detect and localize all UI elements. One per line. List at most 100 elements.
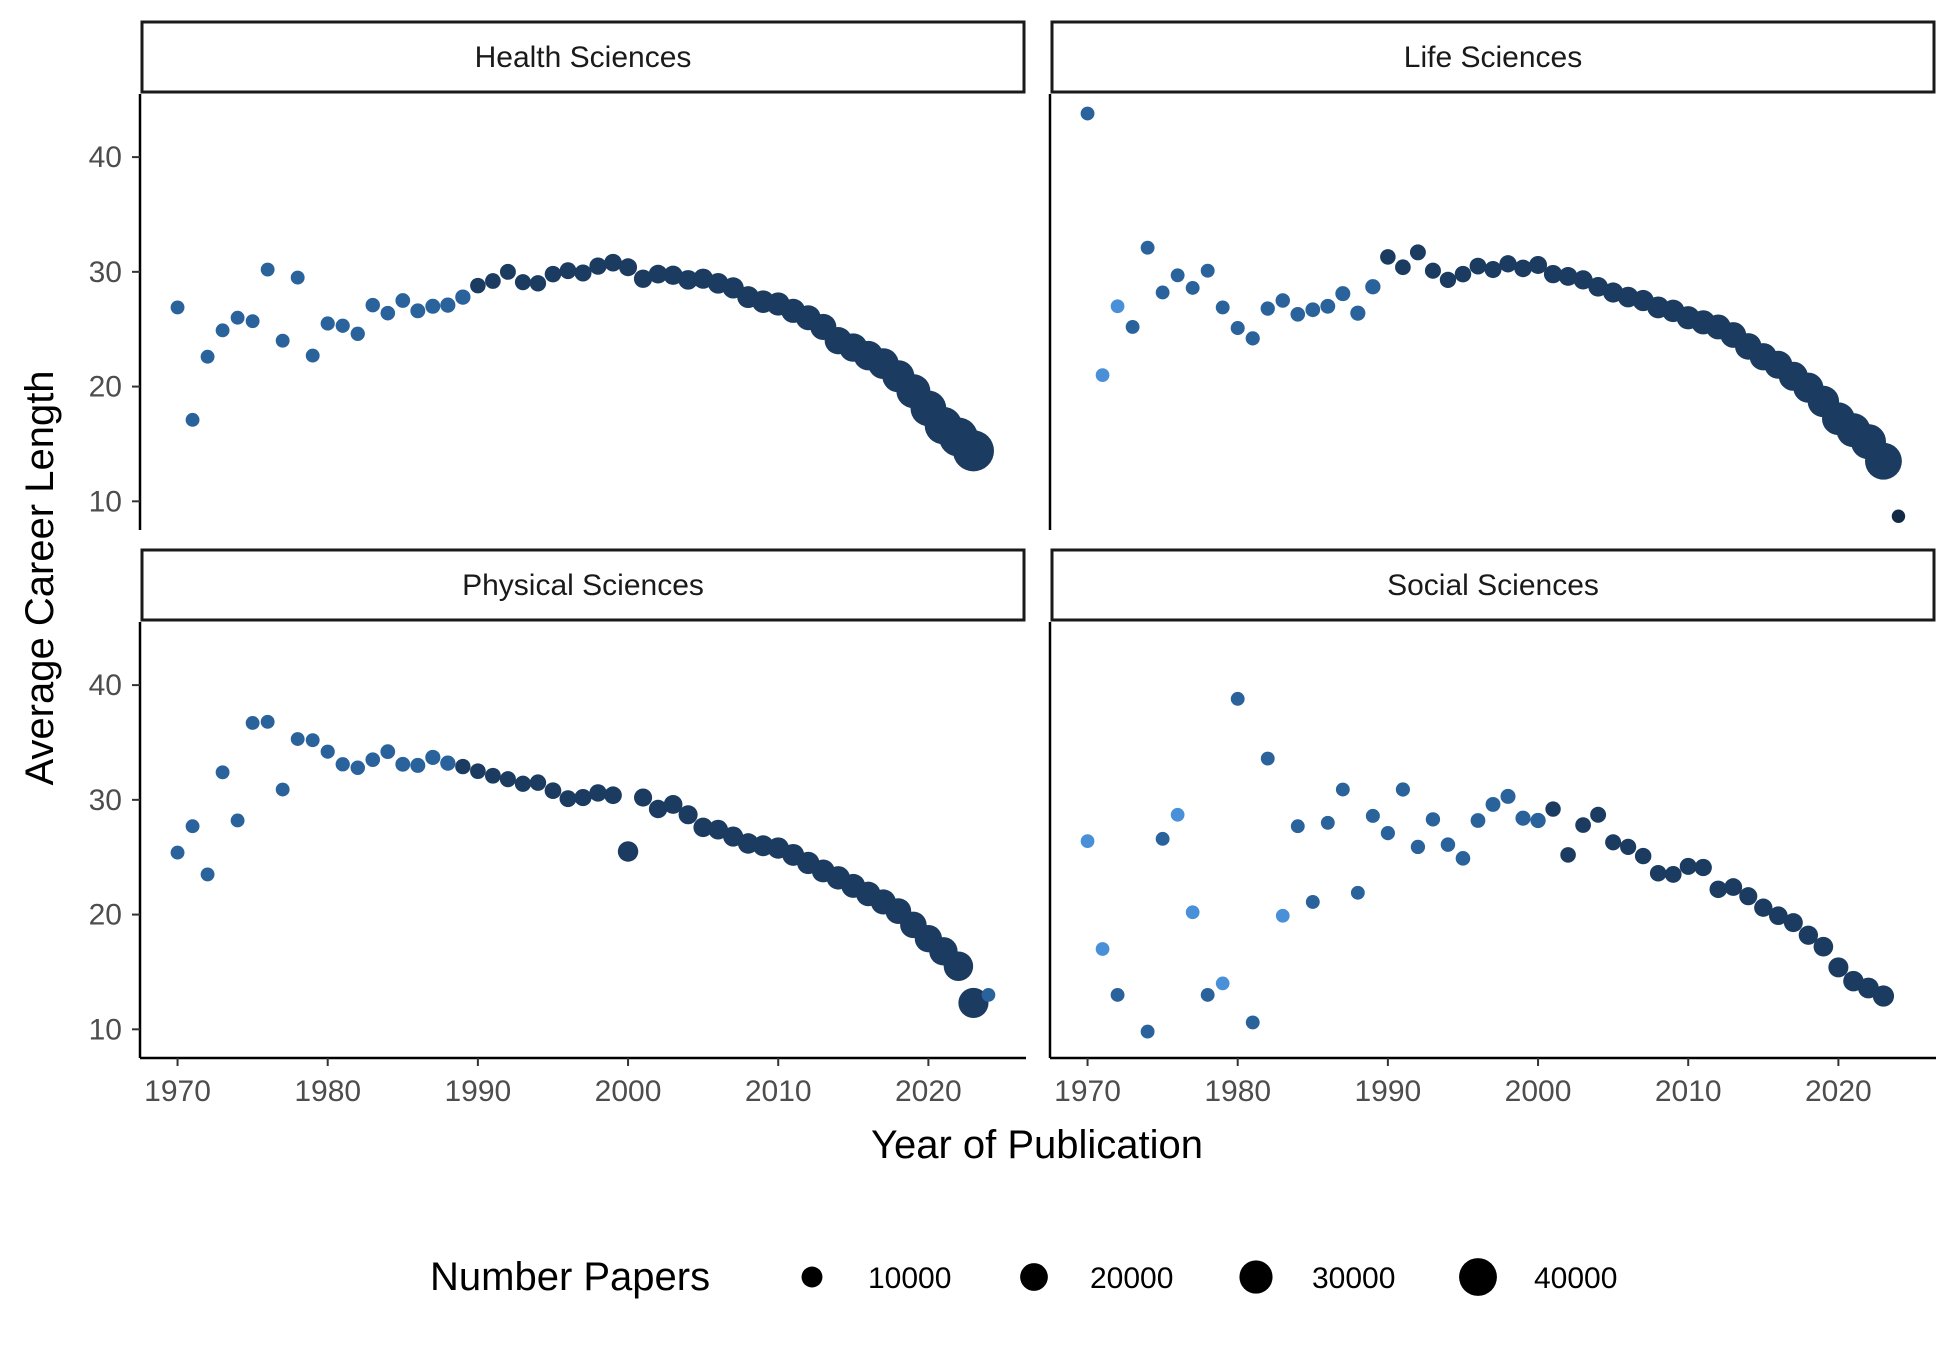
data-point xyxy=(320,316,335,331)
data-point xyxy=(425,749,441,765)
data-point xyxy=(350,760,365,775)
data-point xyxy=(1620,838,1637,855)
data-point xyxy=(1454,265,1472,283)
data-point xyxy=(1664,866,1682,883)
data-point xyxy=(1155,831,1170,846)
data-point xyxy=(395,293,411,308)
data-point xyxy=(708,819,729,840)
data-point xyxy=(230,813,245,828)
y-tick-label: 40 xyxy=(89,669,122,702)
data-point xyxy=(1260,301,1275,316)
data-point xyxy=(1230,321,1245,336)
panel-health-sciences: Health Sciences 10 20 30 40 xyxy=(89,20,1026,530)
data-point xyxy=(1484,261,1502,279)
data-point xyxy=(485,273,501,289)
points-health-sciences xyxy=(170,253,994,472)
data-point xyxy=(1380,249,1396,265)
data-point xyxy=(1605,834,1622,851)
x-tick-label: 1970 xyxy=(144,1075,211,1108)
legend-label-10000: 10000 xyxy=(868,1262,951,1295)
data-point xyxy=(1275,908,1290,923)
data-point xyxy=(952,430,994,472)
data-point xyxy=(1365,279,1381,295)
legend-label-30000: 30000 xyxy=(1312,1262,1395,1295)
data-point xyxy=(1739,887,1758,906)
data-point xyxy=(1380,826,1395,841)
data-point xyxy=(440,755,456,771)
data-point xyxy=(1215,976,1230,991)
data-point xyxy=(1350,305,1366,321)
data-point xyxy=(943,951,974,981)
data-point xyxy=(1783,913,1803,933)
strip-label-social-sciences: Social Sciences xyxy=(1387,569,1599,602)
data-point xyxy=(380,305,396,321)
data-point xyxy=(514,274,531,291)
data-point xyxy=(395,756,411,772)
x-tick-label: 2010 xyxy=(745,1075,812,1108)
data-point xyxy=(1425,812,1441,827)
data-point xyxy=(1590,806,1607,823)
data-point xyxy=(245,716,260,730)
data-point xyxy=(514,775,532,792)
data-point xyxy=(981,988,996,1002)
data-point xyxy=(559,790,577,808)
data-point xyxy=(1529,255,1548,274)
strip-label-health-sciences: Health Sciences xyxy=(475,41,692,74)
data-point xyxy=(1872,985,1895,1007)
data-point xyxy=(1514,259,1532,278)
data-point xyxy=(574,264,592,282)
data-point xyxy=(1813,936,1834,957)
y-tick-label: 20 xyxy=(89,899,122,932)
points-life-sciences xyxy=(1080,106,1906,523)
data-point xyxy=(1335,782,1350,797)
data-point xyxy=(663,265,683,285)
data-point xyxy=(1515,810,1531,826)
points-social-sciences xyxy=(1080,691,1895,1039)
data-point xyxy=(1260,751,1275,766)
data-point xyxy=(1455,851,1471,866)
data-point xyxy=(619,258,638,277)
x-tick-label: 1980 xyxy=(1204,1075,1271,1108)
size-legend: Number Papers 10000 20000 30000 40000 xyxy=(430,1255,1617,1299)
x-tick-label: 1980 xyxy=(294,1075,361,1108)
data-point xyxy=(170,845,185,860)
data-point xyxy=(1440,837,1456,852)
data-point xyxy=(1185,280,1200,295)
data-point xyxy=(290,270,305,285)
data-point xyxy=(1485,796,1501,812)
data-point xyxy=(200,867,215,882)
data-point xyxy=(1110,299,1125,314)
y-tick-label: 10 xyxy=(89,1013,122,1046)
y-tick-label: 40 xyxy=(89,141,122,174)
data-point xyxy=(604,253,622,272)
data-point xyxy=(1140,240,1155,255)
data-point xyxy=(1798,925,1819,945)
data-point xyxy=(170,300,185,315)
data-point xyxy=(574,788,592,807)
legend-key-20000 xyxy=(1020,1263,1048,1291)
data-point xyxy=(1095,368,1110,382)
data-point xyxy=(455,289,471,305)
x-tick-label: 2000 xyxy=(595,1075,662,1108)
data-point xyxy=(1170,807,1185,822)
data-point xyxy=(1469,257,1487,275)
x-tick-label: 1990 xyxy=(445,1075,512,1108)
data-point xyxy=(245,314,260,329)
data-point xyxy=(455,758,471,775)
data-point xyxy=(335,318,350,333)
data-point xyxy=(365,752,381,767)
data-point xyxy=(1410,839,1426,855)
data-point xyxy=(1545,801,1561,817)
data-point xyxy=(529,275,547,292)
data-point xyxy=(1828,957,1849,978)
strip-label-life-sciences: Life Sciences xyxy=(1404,41,1582,74)
data-point xyxy=(1470,813,1486,828)
data-point xyxy=(305,733,320,748)
data-point xyxy=(380,744,396,760)
data-point xyxy=(260,262,275,277)
data-point xyxy=(633,269,653,288)
data-point xyxy=(1649,864,1667,882)
data-point xyxy=(1530,812,1546,829)
data-point xyxy=(185,819,200,834)
